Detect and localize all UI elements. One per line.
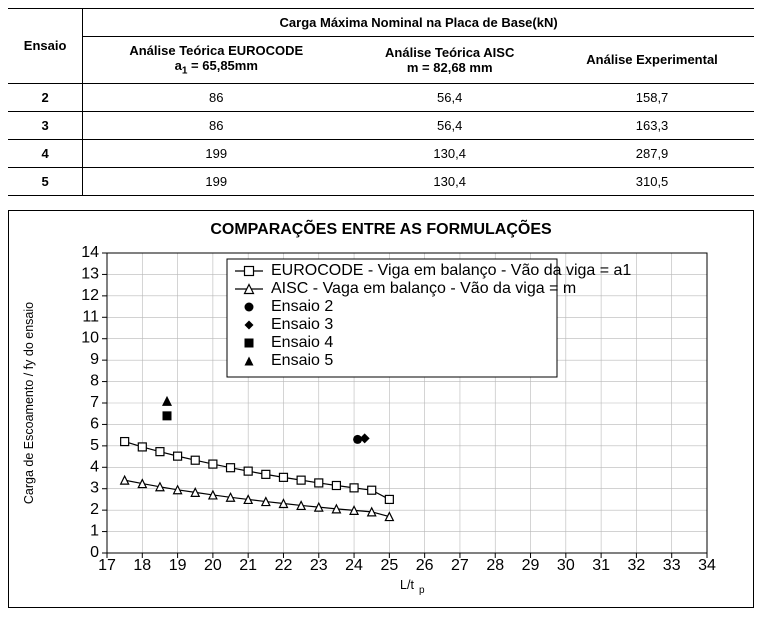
col-aisc-header: Análise Teórica AISC m = 82,68 mm (349, 37, 550, 84)
svg-text:7: 7 (90, 394, 99, 411)
svg-text:0: 0 (90, 544, 99, 561)
cell-ensaio: 2 (8, 83, 83, 111)
cell-aisc: 130,4 (349, 139, 550, 167)
svg-text:4: 4 (90, 458, 99, 475)
svg-text:5: 5 (90, 436, 99, 453)
cell-exp: 163,3 (550, 111, 754, 139)
cell-euro: 86 (83, 83, 350, 111)
svg-text:Ensaio 5: Ensaio 5 (271, 352, 333, 369)
cell-aisc: 56,4 (349, 83, 550, 111)
col-eurocode-line1: Análise Teórica EUROCODE (87, 43, 345, 58)
cell-ensaio: 4 (8, 139, 83, 167)
col-eurocode-line2: a1 = 65,85mm (87, 58, 345, 77)
svg-text:3: 3 (90, 479, 99, 496)
svg-text:24: 24 (345, 557, 363, 574)
table-span-header: Carga Máxima Nominal na Placa de Base(kN… (83, 9, 754, 37)
svg-text:22: 22 (275, 557, 293, 574)
table-row: 3 86 56,4 163,3 (8, 111, 754, 139)
results-table: Ensaio Carga Máxima Nominal na Placa de … (8, 8, 754, 196)
svg-text:28: 28 (486, 557, 504, 574)
chart-title: COMPARAÇÕES ENTRE AS FORMULAÇÕES (15, 221, 747, 239)
cell-exp: 158,7 (550, 83, 754, 111)
svg-text:32: 32 (628, 557, 646, 574)
svg-text:Ensaio 2: Ensaio 2 (271, 298, 333, 315)
svg-text:10: 10 (81, 329, 99, 346)
table-row: 2 86 56,4 158,7 (8, 83, 754, 111)
table-body: 2 86 56,4 158,7 3 86 56,4 163,3 4 199 13… (8, 83, 754, 195)
col-eurocode-header: Análise Teórica EUROCODE a1 = 65,85mm (83, 37, 350, 84)
col-aisc-line1: Análise Teórica AISC (353, 45, 546, 60)
cell-aisc: 130,4 (349, 167, 550, 195)
svg-text:9: 9 (90, 351, 99, 368)
svg-text:L/t: L/t (400, 578, 414, 592)
svg-text:EUROCODE - Viga em balanço - V: EUROCODE - Viga em balanço - Vão da viga… (271, 262, 631, 279)
svg-text:6: 6 (90, 415, 99, 432)
svg-text:8: 8 (90, 372, 99, 389)
col-ensaio-label: Ensaio (24, 38, 67, 53)
svg-text:19: 19 (169, 557, 187, 574)
svg-text:31: 31 (592, 557, 610, 574)
svg-text:Ensaio 3: Ensaio 3 (271, 316, 333, 333)
cell-euro: 199 (83, 139, 350, 167)
svg-text:34: 34 (698, 557, 716, 574)
svg-text:12: 12 (81, 286, 99, 303)
cell-ensaio: 3 (8, 111, 83, 139)
svg-text:20: 20 (204, 557, 222, 574)
svg-text:33: 33 (663, 557, 681, 574)
svg-text:29: 29 (522, 557, 540, 574)
svg-text:23: 23 (310, 557, 328, 574)
svg-text:Carga de Escoamento / fy do en: Carga de Escoamento / fy do ensaio (22, 301, 36, 503)
col-ensaio-header: Ensaio (8, 9, 83, 84)
svg-text:18: 18 (133, 557, 151, 574)
cell-ensaio: 5 (8, 167, 83, 195)
svg-text:13: 13 (81, 265, 99, 282)
svg-text:2: 2 (90, 501, 99, 518)
table-row: 5 199 130,4 310,5 (8, 167, 754, 195)
svg-text:Ensaio 4: Ensaio 4 (271, 334, 333, 351)
svg-text:p: p (419, 585, 425, 596)
svg-text:21: 21 (239, 557, 257, 574)
svg-text:26: 26 (416, 557, 434, 574)
chart-container: COMPARAÇÕES ENTRE AS FORMULAÇÕES 1718192… (8, 210, 754, 608)
svg-text:AISC - Vaga em balanço - Vão d: AISC - Vaga em balanço - Vão da viga = m (271, 280, 576, 297)
chart-svg: 1718192021222324252627282930313233340123… (15, 245, 741, 605)
svg-text:11: 11 (82, 308, 99, 325)
col-exp-header: Análise Experimental (550, 37, 754, 84)
cell-euro: 199 (83, 167, 350, 195)
cell-exp: 287,9 (550, 139, 754, 167)
cell-euro: 86 (83, 111, 350, 139)
svg-text:14: 14 (81, 245, 99, 261)
cell-aisc: 56,4 (349, 111, 550, 139)
cell-exp: 310,5 (550, 167, 754, 195)
svg-text:25: 25 (380, 557, 398, 574)
col-aisc-line2: m = 82,68 mm (353, 60, 546, 75)
svg-text:17: 17 (98, 557, 116, 574)
table-row: 4 199 130,4 287,9 (8, 139, 754, 167)
svg-text:1: 1 (90, 522, 99, 539)
svg-text:30: 30 (557, 557, 575, 574)
svg-text:27: 27 (451, 557, 469, 574)
